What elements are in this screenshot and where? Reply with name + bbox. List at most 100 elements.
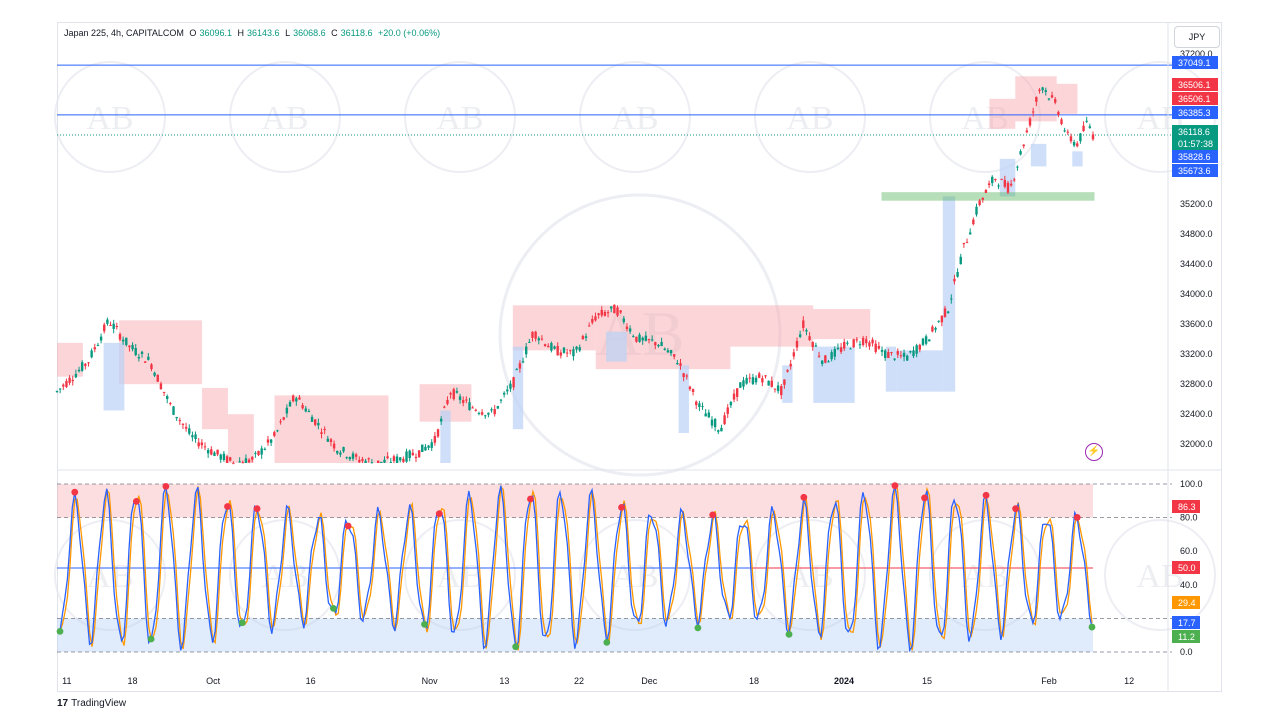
candle-body xyxy=(162,391,166,393)
candle-body xyxy=(858,344,862,346)
candle-body xyxy=(600,309,603,316)
watermark-text: AB xyxy=(261,100,308,137)
candle-body xyxy=(301,405,304,409)
candle-body xyxy=(219,454,222,460)
open-value: 36096.1 xyxy=(199,28,232,38)
candle-body xyxy=(496,406,500,409)
candle-body xyxy=(172,406,175,415)
candle-body xyxy=(641,337,644,341)
currency-button[interactable]: JPY xyxy=(1174,26,1220,48)
price-tag xyxy=(1172,137,1218,150)
candle-body xyxy=(260,448,263,455)
candle-body xyxy=(458,396,462,401)
y-tick-label: 34800.0 xyxy=(1180,229,1213,239)
candle-body xyxy=(484,415,487,417)
oversold-dot xyxy=(238,619,246,627)
candle-body xyxy=(912,350,915,357)
change-value: +20.0 (+0.06%) xyxy=(378,28,441,38)
candle-body xyxy=(550,343,553,351)
tradingview-logo[interactable]: 17 TradingView xyxy=(57,698,126,709)
candle-body xyxy=(839,347,843,352)
candle-body xyxy=(502,392,506,395)
candle-body xyxy=(125,337,128,345)
candle-body xyxy=(1079,133,1082,142)
candle-body xyxy=(480,412,484,415)
candle-body xyxy=(1047,98,1051,100)
x-tick-label: 22 xyxy=(574,676,584,686)
candle-body xyxy=(1006,182,1010,193)
candle-body xyxy=(307,411,311,413)
candle-body xyxy=(748,377,751,379)
candle-body xyxy=(855,339,859,341)
candle-body xyxy=(112,323,115,329)
candle-body xyxy=(606,312,610,314)
candle-body xyxy=(676,363,679,365)
watermark-circle xyxy=(404,61,516,173)
candle-body xyxy=(455,391,459,393)
demand-zone xyxy=(606,331,627,362)
candle-body xyxy=(336,450,339,454)
candle-body xyxy=(153,372,156,376)
candle-body xyxy=(720,427,723,432)
candle-body xyxy=(247,459,251,463)
candle-body xyxy=(358,459,361,463)
candle-body xyxy=(899,355,903,357)
candle-body xyxy=(499,399,503,401)
candle-body xyxy=(729,402,733,406)
candle-body xyxy=(805,330,808,332)
candle-body xyxy=(1016,166,1019,168)
demand-zone xyxy=(1030,143,1047,167)
supply-zone xyxy=(202,387,228,430)
candle-body xyxy=(524,346,528,355)
price-tag-text: 35673.6 xyxy=(1178,166,1211,176)
candle-body xyxy=(1088,126,1092,128)
chart-frame[interactable] xyxy=(57,22,1222,692)
candle-body xyxy=(354,454,358,457)
candle-body xyxy=(181,423,185,425)
osc-tag-text: 17.7 xyxy=(1178,618,1196,628)
lightning-icon[interactable]: ⚡ xyxy=(1085,443,1103,461)
x-tick-label: 13 xyxy=(499,676,509,686)
watermark-circle xyxy=(229,61,341,173)
price-tag-text: 35828.6 xyxy=(1178,152,1211,162)
candle-body xyxy=(361,458,364,461)
candle-body xyxy=(392,456,396,462)
candle-body xyxy=(635,336,638,342)
candle-body xyxy=(405,451,408,462)
candle-body xyxy=(128,345,131,348)
candle-body xyxy=(62,384,65,387)
overbought-dot xyxy=(527,495,534,503)
candle-body xyxy=(285,407,289,414)
candle-body xyxy=(140,351,144,354)
candle-body xyxy=(143,361,147,363)
x-tick-label: Dec xyxy=(641,676,658,686)
watermark-circle xyxy=(929,61,1041,173)
candle-body xyxy=(852,339,855,348)
oversold-dot xyxy=(329,604,337,612)
candle-body xyxy=(197,442,200,447)
candle-body xyxy=(959,256,962,265)
price-labels-layer: 37049.1 36506.1 36506.1 36385.3 36118.6 01:57… xyxy=(1172,56,1218,643)
y-tick-label: 34400.0 xyxy=(1180,259,1213,269)
candle-body xyxy=(773,388,777,390)
candle-body xyxy=(462,400,465,403)
candle-body xyxy=(707,412,711,418)
candle-body xyxy=(814,345,818,347)
y-tick-label: 35200.0 xyxy=(1180,199,1213,209)
candle-body xyxy=(968,232,972,235)
candle-body xyxy=(735,388,739,397)
candle-body xyxy=(452,389,455,400)
candle-body xyxy=(657,344,660,347)
watermark-circle xyxy=(754,61,866,173)
close-label: C xyxy=(331,28,338,38)
candle-body xyxy=(918,344,922,350)
candle-body xyxy=(669,350,673,354)
candle-body xyxy=(364,460,367,463)
demand-zone xyxy=(1072,151,1083,167)
price-tag-text: 01:57:38 xyxy=(1178,139,1213,149)
watermark-circle xyxy=(1104,519,1216,631)
candle-body xyxy=(717,430,720,432)
candle-body xyxy=(295,398,298,402)
candle-body xyxy=(493,409,496,415)
